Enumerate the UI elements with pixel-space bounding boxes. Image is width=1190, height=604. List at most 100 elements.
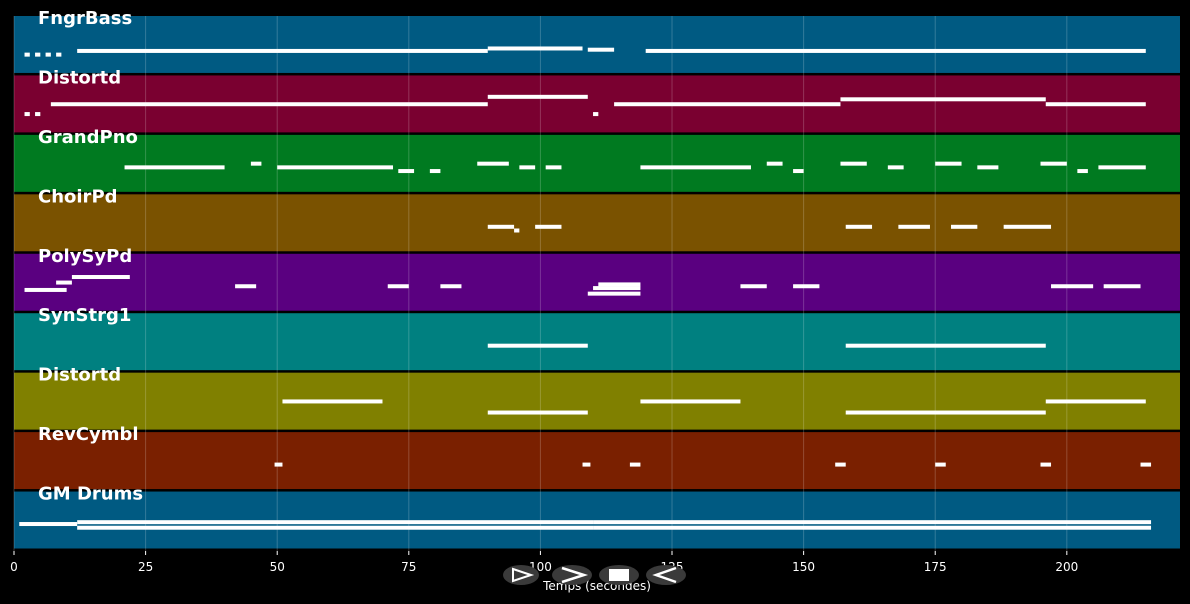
note — [277, 165, 394, 170]
note — [24, 52, 30, 57]
note — [429, 169, 441, 174]
note — [1077, 169, 1088, 174]
lane — [14, 134, 1180, 192]
note — [582, 462, 591, 467]
note — [519, 165, 536, 170]
note — [35, 52, 41, 57]
lane — [14, 432, 1180, 490]
note — [766, 161, 783, 166]
note — [1040, 462, 1052, 467]
note — [587, 291, 641, 296]
lane-name: Distortd — [38, 365, 121, 386]
note — [935, 462, 946, 467]
note — [845, 224, 873, 229]
note — [487, 410, 588, 415]
note — [124, 165, 225, 170]
note — [598, 282, 641, 287]
lane-name: SynStrg1 — [38, 305, 131, 326]
lane — [14, 491, 1180, 549]
note — [845, 410, 1046, 415]
stop-button[interactable] — [599, 565, 639, 585]
note — [35, 112, 41, 117]
x-tick-label: 0 — [10, 560, 18, 574]
lane — [14, 194, 1180, 252]
note — [250, 161, 262, 166]
lane-name: GrandPno — [38, 127, 138, 148]
note — [629, 462, 641, 467]
note — [593, 520, 1152, 525]
note — [235, 284, 257, 289]
note — [614, 102, 841, 107]
note — [71, 275, 130, 280]
x-tick-label: 150 — [792, 560, 815, 574]
back-button[interactable] — [646, 565, 686, 585]
note — [951, 224, 978, 229]
note — [19, 522, 78, 527]
note — [477, 161, 509, 166]
note — [593, 286, 641, 291]
note — [793, 284, 820, 289]
note — [398, 169, 415, 174]
note — [977, 165, 999, 170]
note — [1045, 102, 1146, 107]
x-tick-label: 75 — [401, 560, 416, 574]
note — [593, 112, 599, 117]
note — [887, 165, 904, 170]
note — [56, 280, 72, 285]
note — [50, 102, 488, 107]
note — [1003, 224, 1052, 229]
x-tick-label: 175 — [924, 560, 947, 574]
note — [487, 343, 588, 348]
x-tick-label: 50 — [270, 560, 285, 574]
lane-name: GM Drums — [38, 484, 143, 505]
x-tick-label: 25 — [138, 560, 153, 574]
note — [645, 48, 1146, 53]
note — [898, 224, 930, 229]
note — [24, 112, 30, 117]
note — [593, 525, 1152, 530]
lane-name: PolySyPd — [38, 246, 132, 267]
note — [24, 287, 67, 292]
lane-name: RevCymbl — [38, 424, 139, 445]
lane-name: FngrBass — [38, 8, 132, 29]
note — [840, 97, 1046, 102]
note — [487, 46, 583, 51]
note — [77, 48, 488, 53]
lane — [14, 16, 1180, 73]
note — [1098, 165, 1146, 170]
note — [440, 284, 462, 289]
note — [387, 284, 409, 289]
note — [45, 52, 51, 57]
note — [56, 52, 62, 57]
note — [840, 161, 867, 166]
note — [740, 284, 767, 289]
lane — [14, 253, 1180, 311]
playback-controls — [503, 565, 686, 585]
play-button[interactable] — [503, 565, 539, 585]
note — [274, 462, 283, 467]
note — [487, 94, 588, 99]
note — [835, 462, 846, 467]
lane-name: Distortd — [38, 67, 121, 88]
note — [535, 224, 562, 229]
x-tick-label: 200 — [1055, 560, 1078, 574]
note — [640, 399, 741, 404]
note — [640, 165, 751, 170]
lane — [14, 372, 1180, 430]
note — [1045, 399, 1146, 404]
note — [545, 165, 562, 170]
note — [282, 399, 383, 404]
note — [77, 525, 594, 530]
lane-name: ChoirPd — [38, 186, 118, 207]
note — [1140, 462, 1152, 467]
note — [1103, 284, 1141, 289]
note — [587, 47, 615, 52]
note — [845, 343, 1046, 348]
forward-button[interactable] — [552, 565, 592, 585]
note — [77, 520, 594, 525]
note — [487, 224, 515, 229]
note — [514, 228, 520, 233]
note — [793, 169, 804, 174]
